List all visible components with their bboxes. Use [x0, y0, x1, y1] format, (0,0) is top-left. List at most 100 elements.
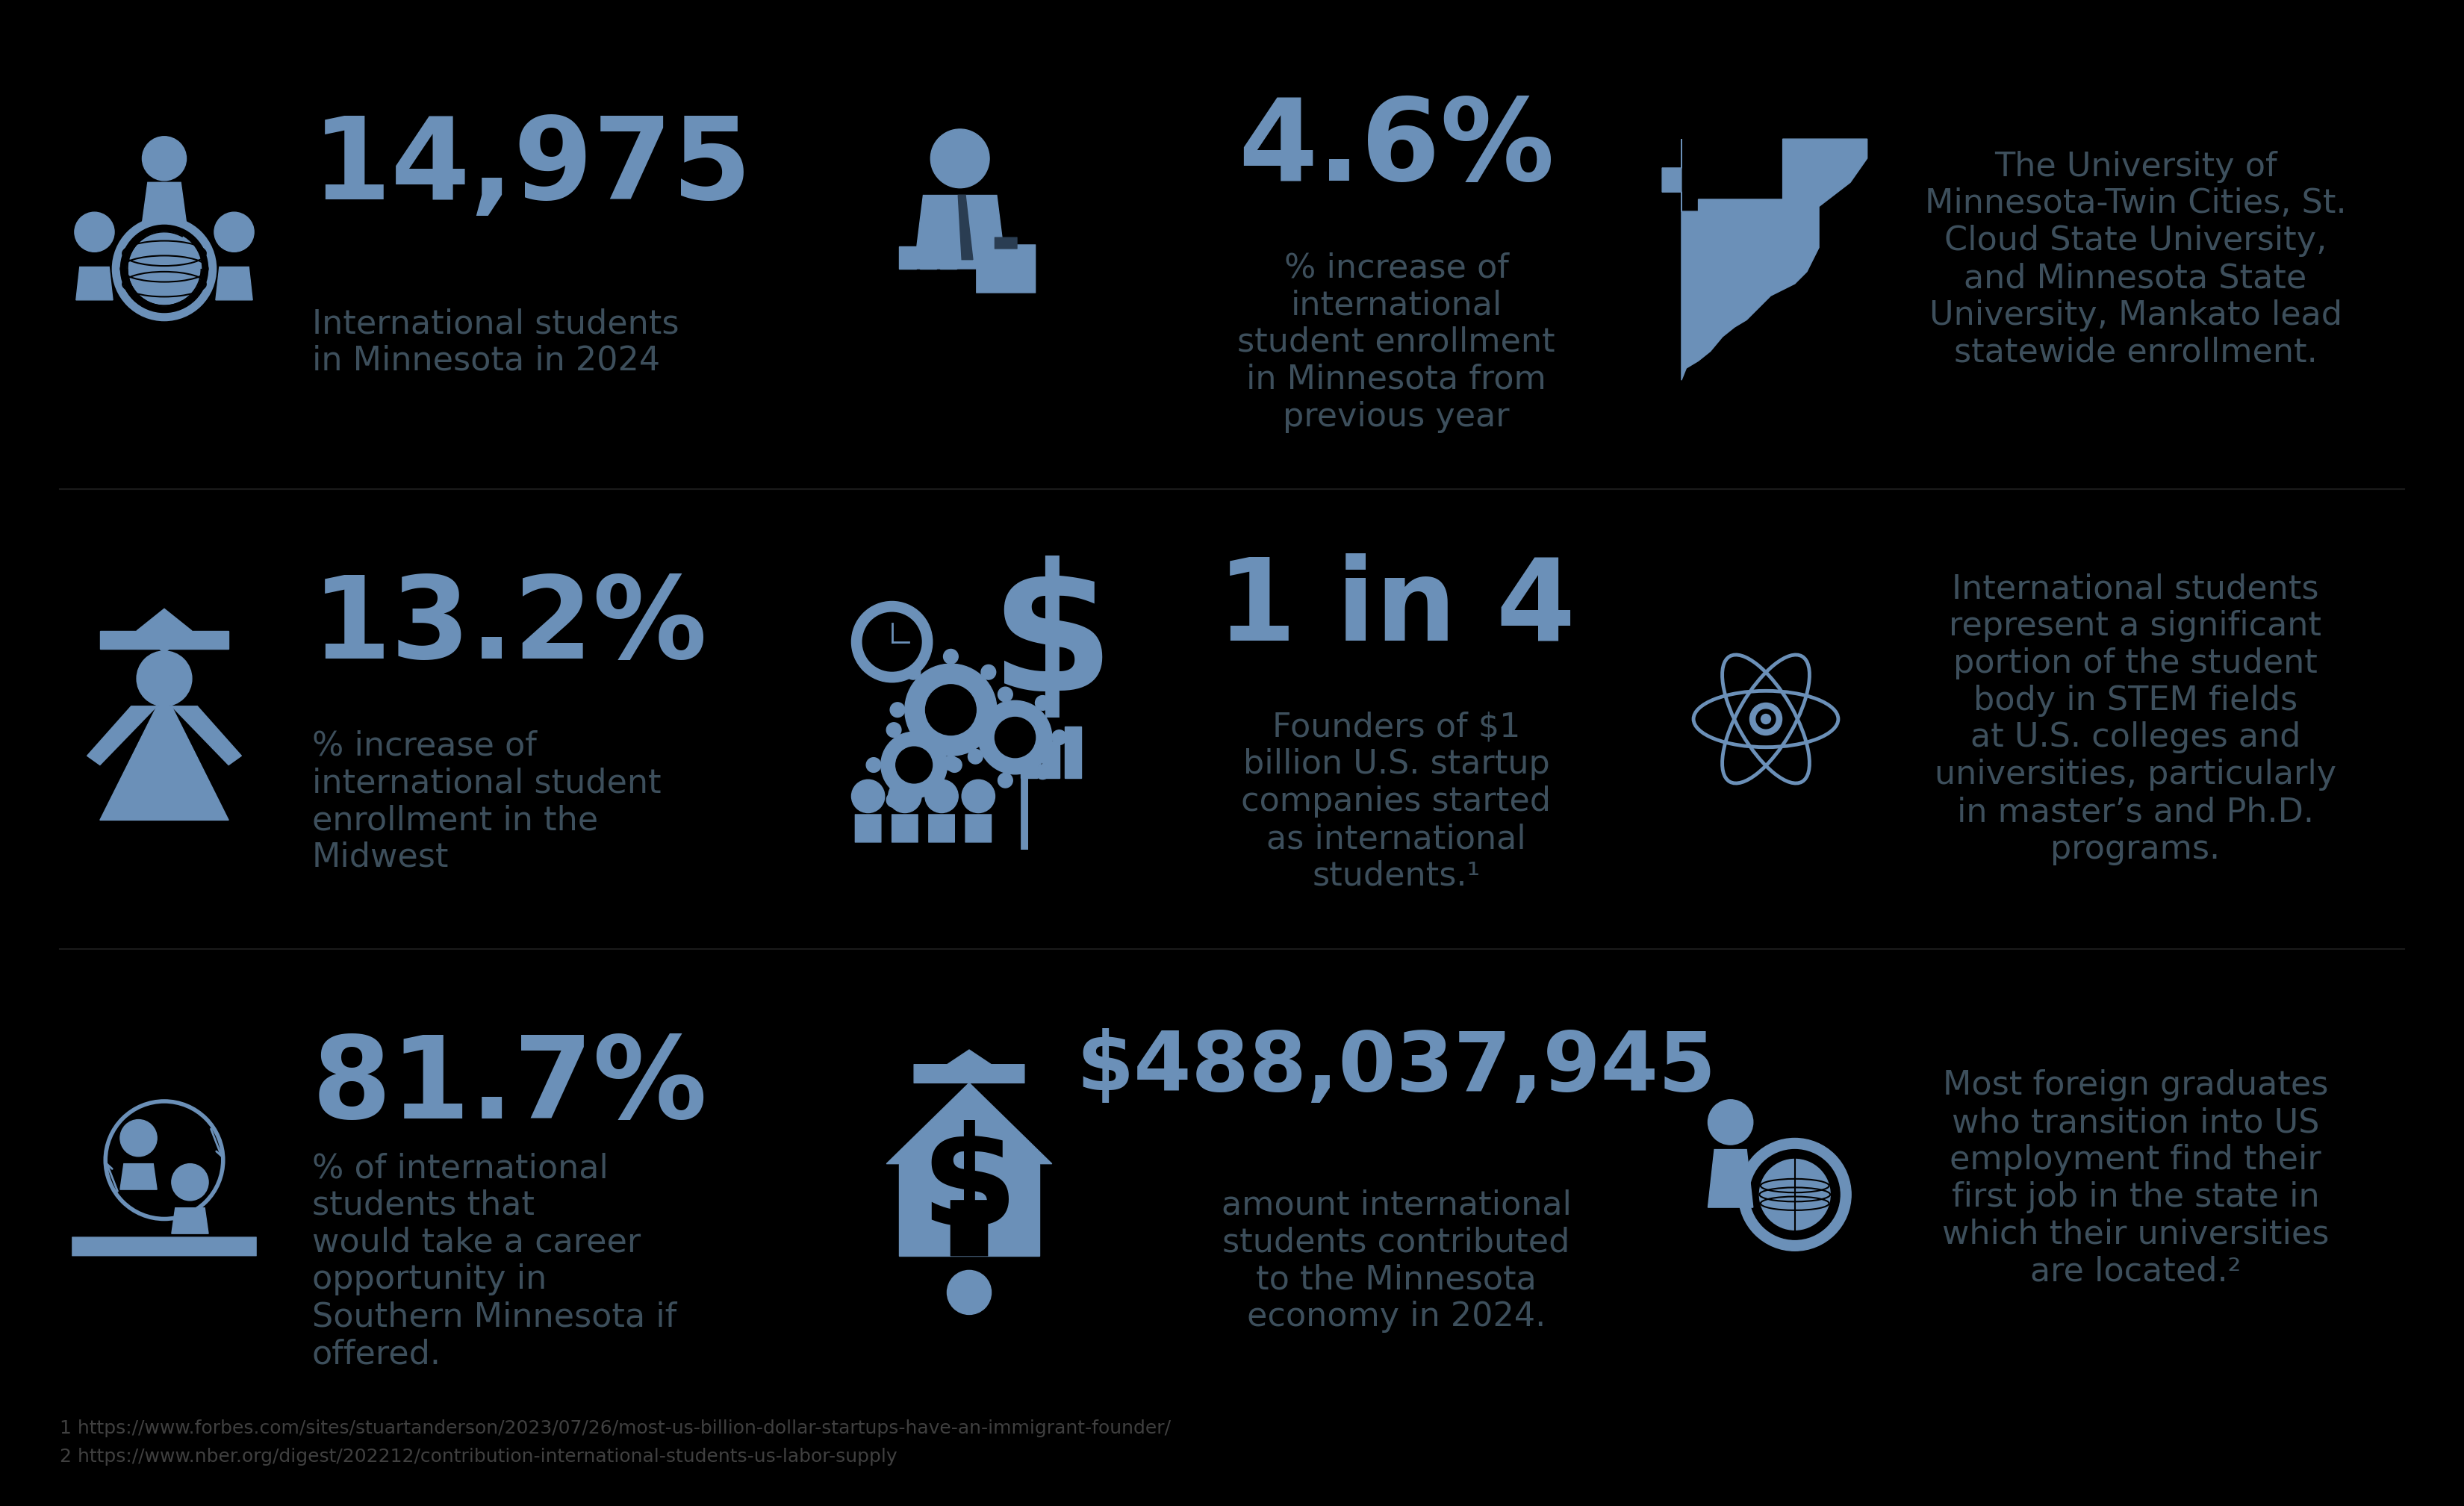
Circle shape	[887, 723, 902, 738]
Circle shape	[926, 723, 941, 738]
Polygon shape	[946, 1050, 991, 1080]
Circle shape	[981, 739, 995, 755]
FancyBboxPatch shape	[966, 815, 991, 842]
Circle shape	[968, 748, 983, 764]
Text: $: $	[991, 556, 1114, 729]
Polygon shape	[1663, 139, 1868, 380]
Circle shape	[214, 212, 254, 252]
Circle shape	[926, 792, 941, 807]
Text: 2 https://www.nber.org/digest/202212/contribution-international-students-us-labo: 2 https://www.nber.org/digest/202212/con…	[59, 1447, 897, 1465]
Polygon shape	[914, 196, 1005, 268]
FancyBboxPatch shape	[929, 815, 954, 842]
FancyBboxPatch shape	[71, 1238, 256, 1256]
Circle shape	[1740, 1139, 1850, 1251]
Circle shape	[890, 780, 922, 813]
Circle shape	[946, 1271, 991, 1315]
Circle shape	[998, 687, 1013, 702]
Text: 1 in 4: 1 in 4	[1217, 553, 1574, 664]
Polygon shape	[121, 1164, 158, 1190]
Circle shape	[1708, 1099, 1752, 1145]
Text: International students
represent a significant
portion of the student
body in ST: International students represent a signi…	[1934, 572, 2336, 866]
Circle shape	[1749, 703, 1781, 735]
Circle shape	[944, 649, 958, 664]
Text: Founders of $1
billion U.S. startup
companies started
as international
students.: Founders of $1 billion U.S. startup comp…	[1242, 711, 1552, 892]
Bar	[899, 247, 917, 268]
Circle shape	[121, 224, 207, 313]
Text: The University of
Minnesota-Twin Cities, St.
Cloud State University,
and Minneso: The University of Minnesota-Twin Cities,…	[1924, 151, 2346, 369]
Circle shape	[1757, 709, 1777, 729]
Text: Most foreign graduates
who transition into US
employment find their
first job in: Most foreign graduates who transition in…	[1942, 1069, 2328, 1288]
Circle shape	[136, 651, 192, 706]
Polygon shape	[172, 706, 241, 765]
Circle shape	[931, 130, 991, 188]
Circle shape	[113, 217, 217, 321]
Text: amount international
students contributed
to the Minnesota
economy in 2024.: amount international students contribute…	[1222, 1190, 1572, 1333]
Circle shape	[853, 780, 885, 813]
Circle shape	[981, 664, 995, 679]
Circle shape	[862, 613, 922, 672]
Circle shape	[897, 747, 931, 783]
Circle shape	[961, 780, 995, 813]
Circle shape	[904, 664, 998, 756]
Polygon shape	[101, 631, 229, 649]
Circle shape	[1749, 1149, 1841, 1239]
Circle shape	[944, 756, 958, 771]
Circle shape	[978, 700, 1052, 774]
Circle shape	[887, 792, 902, 807]
FancyBboxPatch shape	[995, 238, 1018, 248]
Circle shape	[882, 732, 946, 798]
FancyBboxPatch shape	[855, 815, 882, 842]
Circle shape	[1052, 730, 1067, 745]
Circle shape	[1759, 1160, 1831, 1230]
Polygon shape	[1708, 1149, 1752, 1208]
FancyBboxPatch shape	[976, 245, 1035, 292]
Circle shape	[998, 773, 1013, 788]
Circle shape	[172, 1164, 209, 1200]
Text: $: $	[922, 1120, 1018, 1254]
Polygon shape	[887, 1083, 1052, 1164]
Text: 4.6%: 4.6%	[1237, 93, 1555, 205]
Circle shape	[853, 601, 931, 682]
Circle shape	[74, 212, 113, 252]
Text: |: |	[1010, 761, 1040, 849]
Circle shape	[998, 702, 1010, 717]
Polygon shape	[76, 267, 113, 300]
Polygon shape	[958, 196, 973, 259]
Circle shape	[143, 137, 187, 181]
Text: $488,037,945: $488,037,945	[1077, 1029, 1717, 1108]
Bar	[939, 214, 956, 268]
Circle shape	[907, 664, 922, 679]
Circle shape	[946, 758, 961, 773]
Circle shape	[907, 739, 922, 755]
FancyBboxPatch shape	[951, 1200, 988, 1256]
Circle shape	[1035, 765, 1050, 779]
Circle shape	[926, 685, 976, 735]
Circle shape	[924, 780, 958, 813]
Polygon shape	[136, 608, 192, 654]
Text: % increase of
international
student enrollment
in Minnesota from
previous year: % increase of international student enro…	[1237, 252, 1555, 432]
Text: 13.2%: 13.2%	[313, 571, 707, 682]
Text: % increase of
international student
enrollment in the
Midwest: % increase of international student enro…	[313, 730, 660, 873]
Bar	[1064, 726, 1082, 777]
Polygon shape	[101, 706, 229, 821]
FancyBboxPatch shape	[914, 1065, 1025, 1083]
FancyBboxPatch shape	[892, 815, 917, 842]
Circle shape	[128, 232, 202, 306]
Bar	[1020, 756, 1037, 777]
Text: 1 https://www.forbes.com/sites/stuartanderson/2023/07/26/most-us-billion-dollar-: 1 https://www.forbes.com/sites/stuartand…	[59, 1419, 1170, 1437]
Polygon shape	[217, 267, 251, 300]
Polygon shape	[899, 1164, 1040, 1256]
Polygon shape	[143, 182, 187, 223]
Text: % of international
students that
would take a career
opportunity in
Southern Min: % of international students that would t…	[313, 1152, 678, 1370]
Bar	[919, 232, 936, 268]
Polygon shape	[86, 706, 158, 765]
Bar	[1042, 741, 1060, 777]
Polygon shape	[172, 1208, 209, 1233]
Circle shape	[1762, 714, 1772, 724]
Circle shape	[995, 717, 1035, 758]
Circle shape	[1035, 696, 1050, 711]
Circle shape	[890, 702, 904, 717]
Circle shape	[121, 1119, 158, 1157]
Text: 14,975: 14,975	[313, 111, 752, 223]
Text: International students
in Minnesota in 2024: International students in Minnesota in 2…	[313, 307, 680, 376]
